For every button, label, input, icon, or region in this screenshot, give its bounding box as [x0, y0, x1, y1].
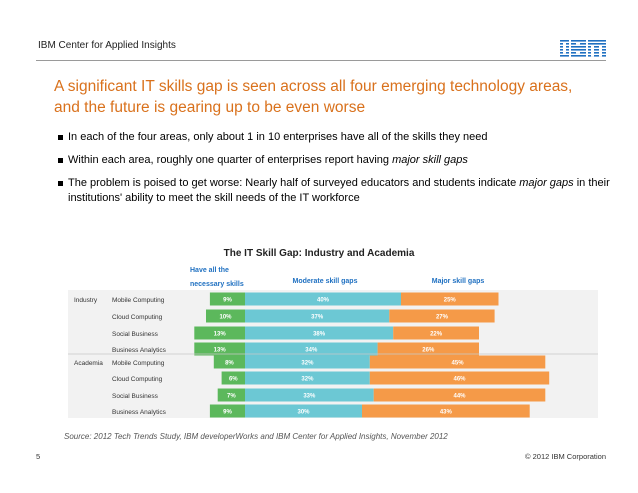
- bullet-1-text: In each of the four areas, only about 1 …: [68, 131, 488, 143]
- data-label-major: 26%: [422, 348, 435, 354]
- data-label-have-skills: 7%: [227, 394, 236, 400]
- bullet-3-text: The problem is poised to get worse: Near…: [68, 177, 520, 189]
- category-label: Mobile Computing: [112, 360, 165, 367]
- chart-title: The IT Skill Gap: Industry and Academia: [224, 248, 415, 259]
- bar-moderate: [245, 342, 378, 356]
- legend-label-major: Major skill gaps: [432, 278, 485, 285]
- data-label-major: 45%: [452, 361, 465, 367]
- data-label-have-skills: 13%: [214, 332, 227, 338]
- data-label-moderate: 32%: [301, 361, 314, 367]
- page-number: 5: [36, 452, 41, 461]
- data-label-have-skills: 10%: [219, 315, 232, 321]
- bar-moderate: [245, 355, 370, 369]
- bullet-2-text: Within each area, roughly one quarter of…: [68, 154, 393, 166]
- header-divider: [36, 60, 606, 61]
- bar-major: [373, 388, 546, 402]
- category-label: Mobile Computing: [112, 297, 165, 304]
- legend-label-have-skills-line2: necessary skills: [190, 281, 244, 288]
- bar-major: [393, 326, 479, 340]
- category-label: Social Business: [112, 331, 159, 338]
- copyright: © 2012 IBM Corporation: [525, 452, 606, 461]
- bullet-square-icon: [58, 181, 63, 186]
- legend-label-have-skills: Have all the: [190, 267, 229, 274]
- data-label-major: 46%: [453, 377, 466, 383]
- bullet-1: In each of the four areas, only about 1 …: [58, 130, 618, 145]
- bar-major: [389, 309, 495, 323]
- legend-label-moderate: Moderate skill gaps: [293, 278, 358, 285]
- bar-major: [362, 404, 530, 418]
- bar-major: [369, 355, 546, 369]
- bullet-3-emphasis: major gaps: [519, 177, 574, 189]
- data-label-major: 27%: [436, 315, 449, 321]
- bar-have-skills: [209, 292, 245, 306]
- bullet-3: The problem is poised to get worse: Near…: [58, 176, 618, 206]
- bar-have-skills: [209, 404, 245, 418]
- bar-have-skills: [221, 371, 245, 385]
- category-label: Cloud Computing: [112, 314, 163, 321]
- data-label-major: 22%: [430, 332, 443, 338]
- data-label-have-skills: 8%: [225, 361, 234, 367]
- category-label: Business Analytics: [112, 409, 167, 416]
- data-label-moderate: 34%: [305, 348, 318, 354]
- data-label-moderate: 38%: [313, 332, 326, 338]
- bullet-list: In each of the four areas, only about 1 …: [58, 130, 618, 214]
- bar-have-skills: [194, 326, 245, 340]
- group-label-industry: Industry: [74, 297, 98, 304]
- data-label-moderate: 33%: [303, 394, 316, 400]
- data-label-moderate: 37%: [311, 315, 324, 321]
- bullet-3-text-end: in their institutions' ability to meet t…: [68, 177, 610, 204]
- bar-have-skills: [194, 342, 245, 356]
- bullet-square-icon: [58, 158, 63, 163]
- data-label-have-skills: 9%: [223, 410, 232, 416]
- data-label-moderate: 32%: [301, 377, 314, 383]
- bar-moderate: [245, 388, 374, 402]
- slide-title: A significant IT skills gap is seen acro…: [54, 78, 573, 116]
- data-label-have-skills: 6%: [229, 377, 238, 383]
- category-label: Business Analytics: [112, 347, 167, 354]
- category-label: Social Business: [112, 393, 159, 400]
- bar-moderate: [245, 292, 401, 306]
- group-label-academia: Academia: [74, 360, 103, 367]
- data-label-moderate: 40%: [317, 298, 330, 304]
- data-label-have-skills: 9%: [223, 298, 232, 304]
- ibm-logo-icon: [560, 40, 606, 57]
- bar-have-skills: [217, 388, 245, 402]
- data-label-major: 44%: [453, 394, 466, 400]
- data-label-major: 25%: [444, 298, 457, 304]
- source-note: Source: 2012 Tech Trends Study, IBM deve…: [64, 432, 448, 441]
- data-label-major: 43%: [440, 410, 453, 416]
- data-label-moderate: 30%: [297, 410, 310, 416]
- data-label-have-skills: 13%: [214, 348, 227, 354]
- bar-major: [401, 292, 499, 306]
- bar-have-skills: [213, 355, 245, 369]
- bar-moderate: [245, 371, 370, 385]
- bar-major: [377, 342, 479, 356]
- bar-moderate: [245, 404, 362, 418]
- bullet-2: Within each area, roughly one quarter of…: [58, 153, 618, 168]
- bar-moderate: [245, 326, 394, 340]
- category-label: Cloud Computing: [112, 376, 163, 383]
- bullet-square-icon: [58, 135, 63, 140]
- bar-major: [369, 371, 550, 385]
- bar-have-skills: [206, 309, 245, 323]
- header-label: IBM Center for Applied Insights: [38, 40, 176, 51]
- bar-moderate: [245, 309, 390, 323]
- bullet-2-emphasis: major skill gaps: [392, 154, 468, 166]
